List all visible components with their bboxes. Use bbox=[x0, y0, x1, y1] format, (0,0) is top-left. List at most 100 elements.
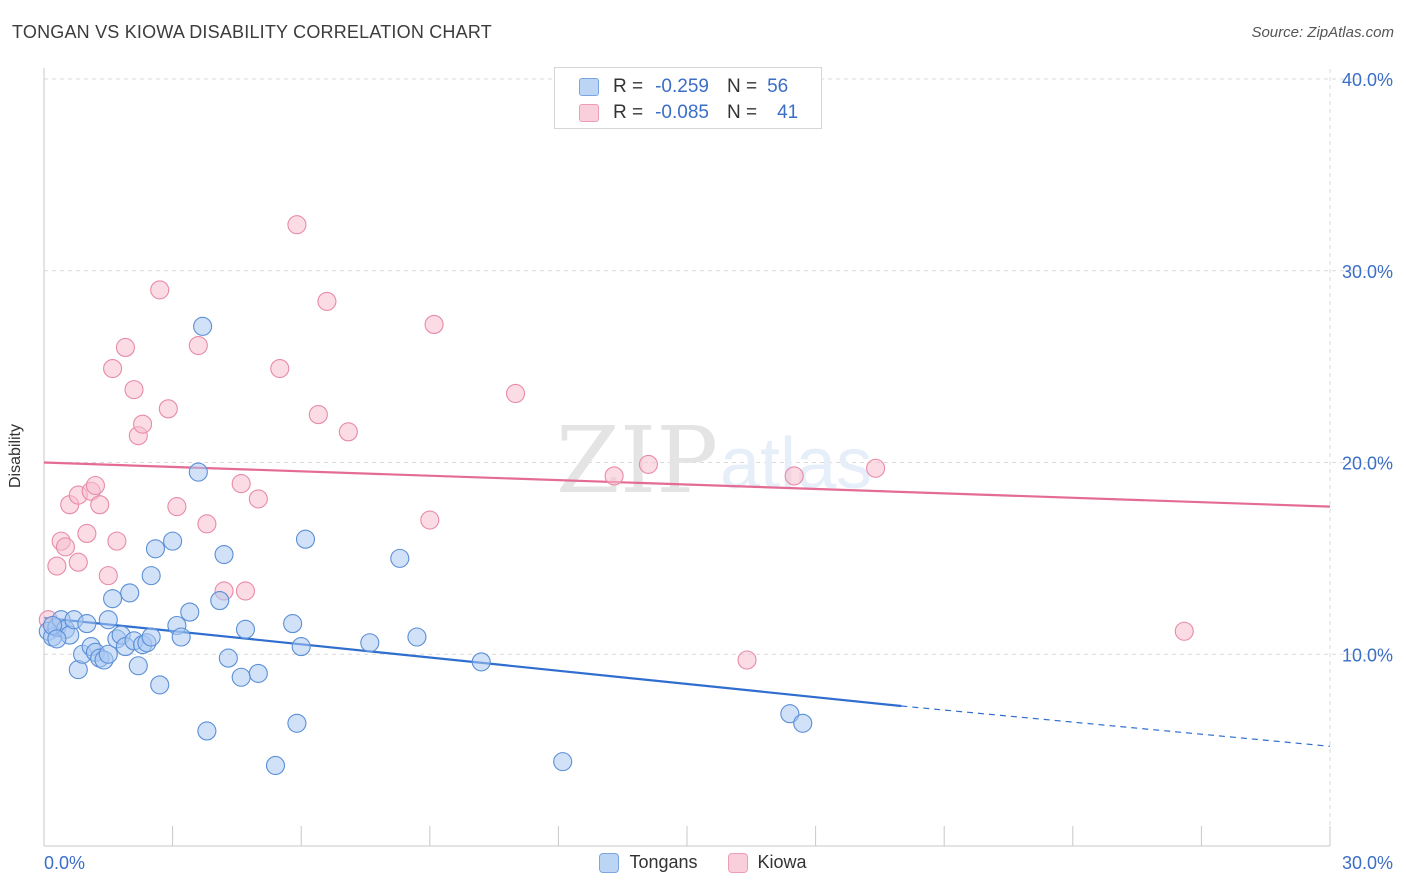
tongans-point bbox=[553, 752, 573, 772]
x-tick-label: 30.0% bbox=[1342, 853, 1393, 873]
kiowa-point bbox=[1174, 621, 1194, 641]
kiowa-point bbox=[167, 497, 187, 517]
kiowa-point bbox=[604, 466, 624, 486]
kiowa-trend-line bbox=[43, 461, 1331, 508]
r-value: -0.085 bbox=[655, 102, 709, 123]
tongans-point bbox=[98, 610, 118, 630]
kiowa-point bbox=[737, 650, 757, 670]
legend-row-tongans: R = -0.259 N = 56 bbox=[579, 75, 788, 99]
data-points bbox=[38, 215, 1194, 776]
tongans-point bbox=[193, 316, 213, 336]
tongans-point bbox=[141, 627, 161, 647]
n-value: 41 bbox=[777, 102, 799, 123]
tongans-point bbox=[141, 566, 161, 586]
legend-item-tongans: Tongans bbox=[599, 852, 698, 873]
kiowa-point bbox=[308, 405, 328, 425]
kiowa-point bbox=[248, 489, 268, 509]
tongans-point bbox=[218, 648, 238, 668]
kiowa-point bbox=[638, 454, 658, 474]
r-label: R = bbox=[613, 76, 644, 97]
y-tick-label: 10.0% bbox=[1342, 645, 1393, 665]
kiowa-swatch bbox=[727, 852, 748, 873]
watermark-atlas: atlas bbox=[720, 424, 872, 504]
r-value: -0.259 bbox=[655, 76, 709, 97]
legend-label: Kiowa bbox=[757, 852, 807, 872]
tongans-point bbox=[295, 529, 316, 549]
kiowa-point bbox=[505, 383, 526, 404]
tongans-swatch bbox=[579, 78, 599, 96]
y-tick-label: 40.0% bbox=[1342, 70, 1393, 90]
tongans-point bbox=[145, 539, 166, 559]
kiowa-point bbox=[68, 552, 88, 572]
x-tick-label: 0.0% bbox=[44, 853, 85, 873]
tongans-point bbox=[210, 591, 230, 611]
tongans-point bbox=[780, 704, 800, 724]
tongans-point bbox=[360, 633, 380, 653]
tongans-point bbox=[407, 627, 427, 647]
tick-labels: 10.0% 20.0% 30.0% 40.0% 0.0% 30.0% bbox=[44, 70, 1393, 873]
kiowa-point bbox=[287, 215, 307, 235]
tongans-point bbox=[291, 637, 311, 657]
legend-label: Tongans bbox=[629, 852, 698, 872]
tongans-point bbox=[98, 644, 118, 664]
kiowa-point bbox=[235, 581, 256, 601]
kiowa-point bbox=[115, 337, 135, 358]
tongans-point bbox=[77, 614, 97, 634]
tongans-point bbox=[287, 713, 307, 733]
kiowa-point bbox=[103, 358, 123, 379]
tongans-point bbox=[163, 531, 183, 551]
tongans-point bbox=[150, 675, 170, 695]
kiowa-point bbox=[158, 399, 178, 419]
tongans-point bbox=[120, 583, 140, 603]
kiowa-swatch bbox=[579, 104, 599, 122]
tongans-point bbox=[231, 667, 251, 687]
tongans-point bbox=[128, 656, 148, 676]
kiowa-point bbox=[866, 458, 886, 478]
r-label: R = bbox=[613, 102, 644, 123]
kiowa-point bbox=[124, 380, 144, 400]
n-value: 56 bbox=[767, 76, 789, 97]
grid-lines bbox=[44, 69, 1394, 846]
kiowa-point bbox=[424, 314, 444, 334]
kiowa-point bbox=[107, 531, 127, 551]
tongans-point bbox=[197, 721, 217, 741]
watermark-zip: ZIP bbox=[556, 407, 718, 514]
kiowa-point bbox=[270, 358, 290, 379]
kiowa-point bbox=[197, 514, 217, 534]
axes bbox=[43, 68, 1331, 847]
tongans-point bbox=[265, 755, 286, 776]
tongans-point bbox=[188, 462, 208, 482]
watermark: ZIP atlas bbox=[556, 407, 872, 514]
legend-item-kiowa: Kiowa bbox=[727, 852, 807, 873]
correlation-legend: R = -0.259 N = 56 R = -0.085 N = 41 bbox=[554, 67, 822, 129]
tongans-point bbox=[180, 602, 200, 622]
kiowa-point bbox=[188, 335, 208, 356]
kiowa-point bbox=[784, 466, 804, 486]
y-tick-label: 30.0% bbox=[1342, 262, 1393, 282]
source-credit: Source: ZipAtlas.com bbox=[1251, 24, 1394, 41]
n-label: N = bbox=[726, 102, 758, 123]
kiowa-point bbox=[150, 280, 170, 300]
kiowa-point bbox=[90, 495, 110, 515]
kiowa-point bbox=[231, 474, 251, 494]
kiowa-point bbox=[55, 537, 75, 557]
tongans-point bbox=[103, 589, 123, 609]
kiowa-point bbox=[420, 510, 440, 530]
chart-title: TONGAN VS KIOWA DISABILITY CORRELATION C… bbox=[12, 22, 492, 42]
tongans-point bbox=[47, 629, 67, 649]
tongans-trend-extension bbox=[901, 705, 1331, 747]
tongans-point bbox=[283, 614, 303, 634]
tongans-swatch bbox=[599, 852, 620, 873]
kiowa-point bbox=[47, 556, 67, 576]
series-legend: Tongans Kiowa bbox=[0, 852, 1406, 873]
tongans-point bbox=[248, 663, 268, 683]
kiowa-point bbox=[338, 422, 358, 442]
tongans-point bbox=[214, 544, 234, 565]
tongans-point bbox=[235, 619, 256, 639]
kiowa-point bbox=[85, 475, 105, 496]
tongans-point bbox=[390, 548, 410, 568]
tongans-point bbox=[471, 652, 491, 672]
y-tick-label: 20.0% bbox=[1342, 454, 1393, 474]
legend-row-kiowa: R = -0.085 N = 41 bbox=[579, 101, 798, 125]
